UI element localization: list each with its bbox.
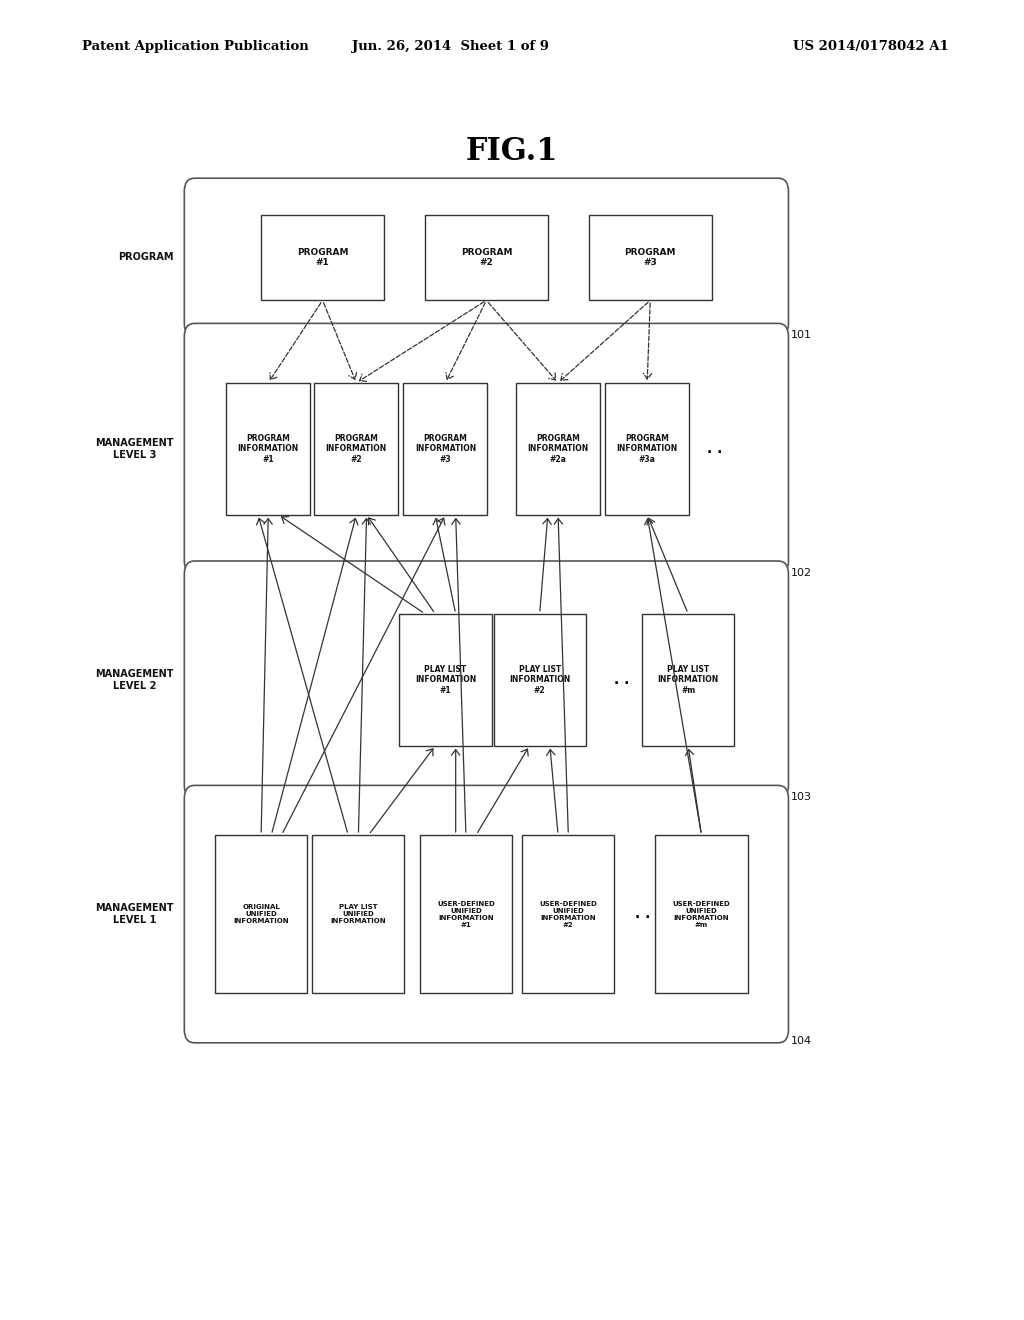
- Text: . .: . .: [614, 673, 630, 686]
- FancyArrowPatch shape: [257, 519, 347, 832]
- FancyArrowPatch shape: [282, 516, 423, 612]
- FancyBboxPatch shape: [642, 614, 734, 746]
- FancyArrowPatch shape: [647, 519, 687, 611]
- Text: PROGRAM
INFORMATION
#1: PROGRAM INFORMATION #1: [238, 434, 299, 463]
- FancyBboxPatch shape: [589, 215, 712, 301]
- Text: US 2014/0178042 A1: US 2014/0178042 A1: [793, 40, 948, 53]
- FancyArrowPatch shape: [547, 750, 558, 832]
- Text: PROGRAM
#1: PROGRAM #1: [297, 248, 348, 267]
- FancyBboxPatch shape: [516, 383, 600, 515]
- FancyBboxPatch shape: [314, 383, 398, 515]
- Text: PROGRAM
INFORMATION
#3a: PROGRAM INFORMATION #3a: [616, 434, 678, 463]
- FancyArrowPatch shape: [452, 750, 460, 832]
- FancyBboxPatch shape: [605, 383, 689, 515]
- FancyBboxPatch shape: [215, 836, 307, 993]
- FancyBboxPatch shape: [403, 383, 487, 515]
- Text: MANAGEMENT
LEVEL 3: MANAGEMENT LEVEL 3: [95, 438, 174, 459]
- FancyArrowPatch shape: [433, 519, 455, 611]
- Text: USER-DEFINED
UNIFIED
INFORMATION
#2: USER-DEFINED UNIFIED INFORMATION #2: [540, 900, 597, 928]
- Text: 103: 103: [791, 792, 812, 803]
- FancyBboxPatch shape: [399, 614, 492, 746]
- FancyArrowPatch shape: [645, 519, 701, 832]
- Text: . .: . .: [707, 442, 722, 455]
- FancyArrowPatch shape: [369, 517, 433, 611]
- Text: USER-DEFINED
UNIFIED
INFORMATION
#m: USER-DEFINED UNIFIED INFORMATION #m: [673, 900, 730, 928]
- FancyBboxPatch shape: [184, 561, 788, 799]
- FancyBboxPatch shape: [226, 383, 310, 515]
- Text: . .: . .: [635, 907, 650, 921]
- FancyBboxPatch shape: [184, 178, 788, 337]
- FancyArrowPatch shape: [270, 302, 322, 380]
- FancyBboxPatch shape: [312, 836, 404, 993]
- Text: Jun. 26, 2014  Sheet 1 of 9: Jun. 26, 2014 Sheet 1 of 9: [352, 40, 549, 53]
- FancyArrowPatch shape: [540, 519, 551, 611]
- FancyArrowPatch shape: [445, 302, 485, 379]
- FancyArrowPatch shape: [685, 750, 701, 832]
- Text: FIG.1: FIG.1: [466, 136, 558, 168]
- FancyArrowPatch shape: [261, 519, 272, 832]
- Text: MANAGEMENT
LEVEL 2: MANAGEMENT LEVEL 2: [95, 669, 174, 690]
- Text: PROGRAM
INFORMATION
#3: PROGRAM INFORMATION #3: [415, 434, 476, 463]
- FancyArrowPatch shape: [371, 748, 433, 833]
- FancyBboxPatch shape: [494, 614, 586, 746]
- FancyBboxPatch shape: [655, 836, 748, 993]
- Text: USER-DEFINED
UNIFIED
INFORMATION
#1: USER-DEFINED UNIFIED INFORMATION #1: [437, 900, 495, 928]
- FancyArrowPatch shape: [358, 519, 371, 832]
- Text: 104: 104: [791, 1036, 812, 1047]
- FancyBboxPatch shape: [184, 323, 788, 574]
- FancyArrowPatch shape: [359, 302, 484, 381]
- FancyArrowPatch shape: [561, 302, 648, 380]
- FancyArrowPatch shape: [488, 302, 556, 380]
- FancyArrowPatch shape: [643, 304, 651, 379]
- FancyBboxPatch shape: [425, 215, 548, 301]
- Text: PLAY LIST
UNIFIED
INFORMATION: PLAY LIST UNIFIED INFORMATION: [331, 904, 386, 924]
- Text: PLAY LIST
INFORMATION
#2: PLAY LIST INFORMATION #2: [509, 665, 570, 694]
- Text: PROGRAM
INFORMATION
#2: PROGRAM INFORMATION #2: [326, 434, 387, 463]
- FancyArrowPatch shape: [554, 519, 568, 832]
- Text: PROGRAM: PROGRAM: [119, 252, 174, 263]
- Text: PROGRAM
INFORMATION
#2a: PROGRAM INFORMATION #2a: [527, 434, 589, 463]
- Text: 101: 101: [791, 330, 812, 341]
- Text: 102: 102: [791, 568, 812, 578]
- FancyArrowPatch shape: [477, 748, 528, 833]
- Text: PROGRAM
#2: PROGRAM #2: [461, 248, 512, 267]
- FancyArrowPatch shape: [452, 519, 466, 832]
- FancyBboxPatch shape: [522, 836, 614, 993]
- Text: PLAY LIST
INFORMATION
#1: PLAY LIST INFORMATION #1: [415, 665, 476, 694]
- FancyBboxPatch shape: [184, 785, 788, 1043]
- Text: PROGRAM
#3: PROGRAM #3: [625, 248, 676, 267]
- Text: ORIGINAL
UNIFIED
INFORMATION: ORIGINAL UNIFIED INFORMATION: [233, 904, 289, 924]
- FancyArrowPatch shape: [283, 519, 444, 833]
- FancyBboxPatch shape: [261, 215, 384, 301]
- Text: MANAGEMENT
LEVEL 1: MANAGEMENT LEVEL 1: [95, 903, 174, 925]
- FancyBboxPatch shape: [420, 836, 512, 993]
- Text: Patent Application Publication: Patent Application Publication: [82, 40, 308, 53]
- FancyArrowPatch shape: [272, 519, 358, 832]
- FancyArrowPatch shape: [324, 302, 356, 379]
- Text: PLAY LIST
INFORMATION
#m: PLAY LIST INFORMATION #m: [657, 665, 719, 694]
